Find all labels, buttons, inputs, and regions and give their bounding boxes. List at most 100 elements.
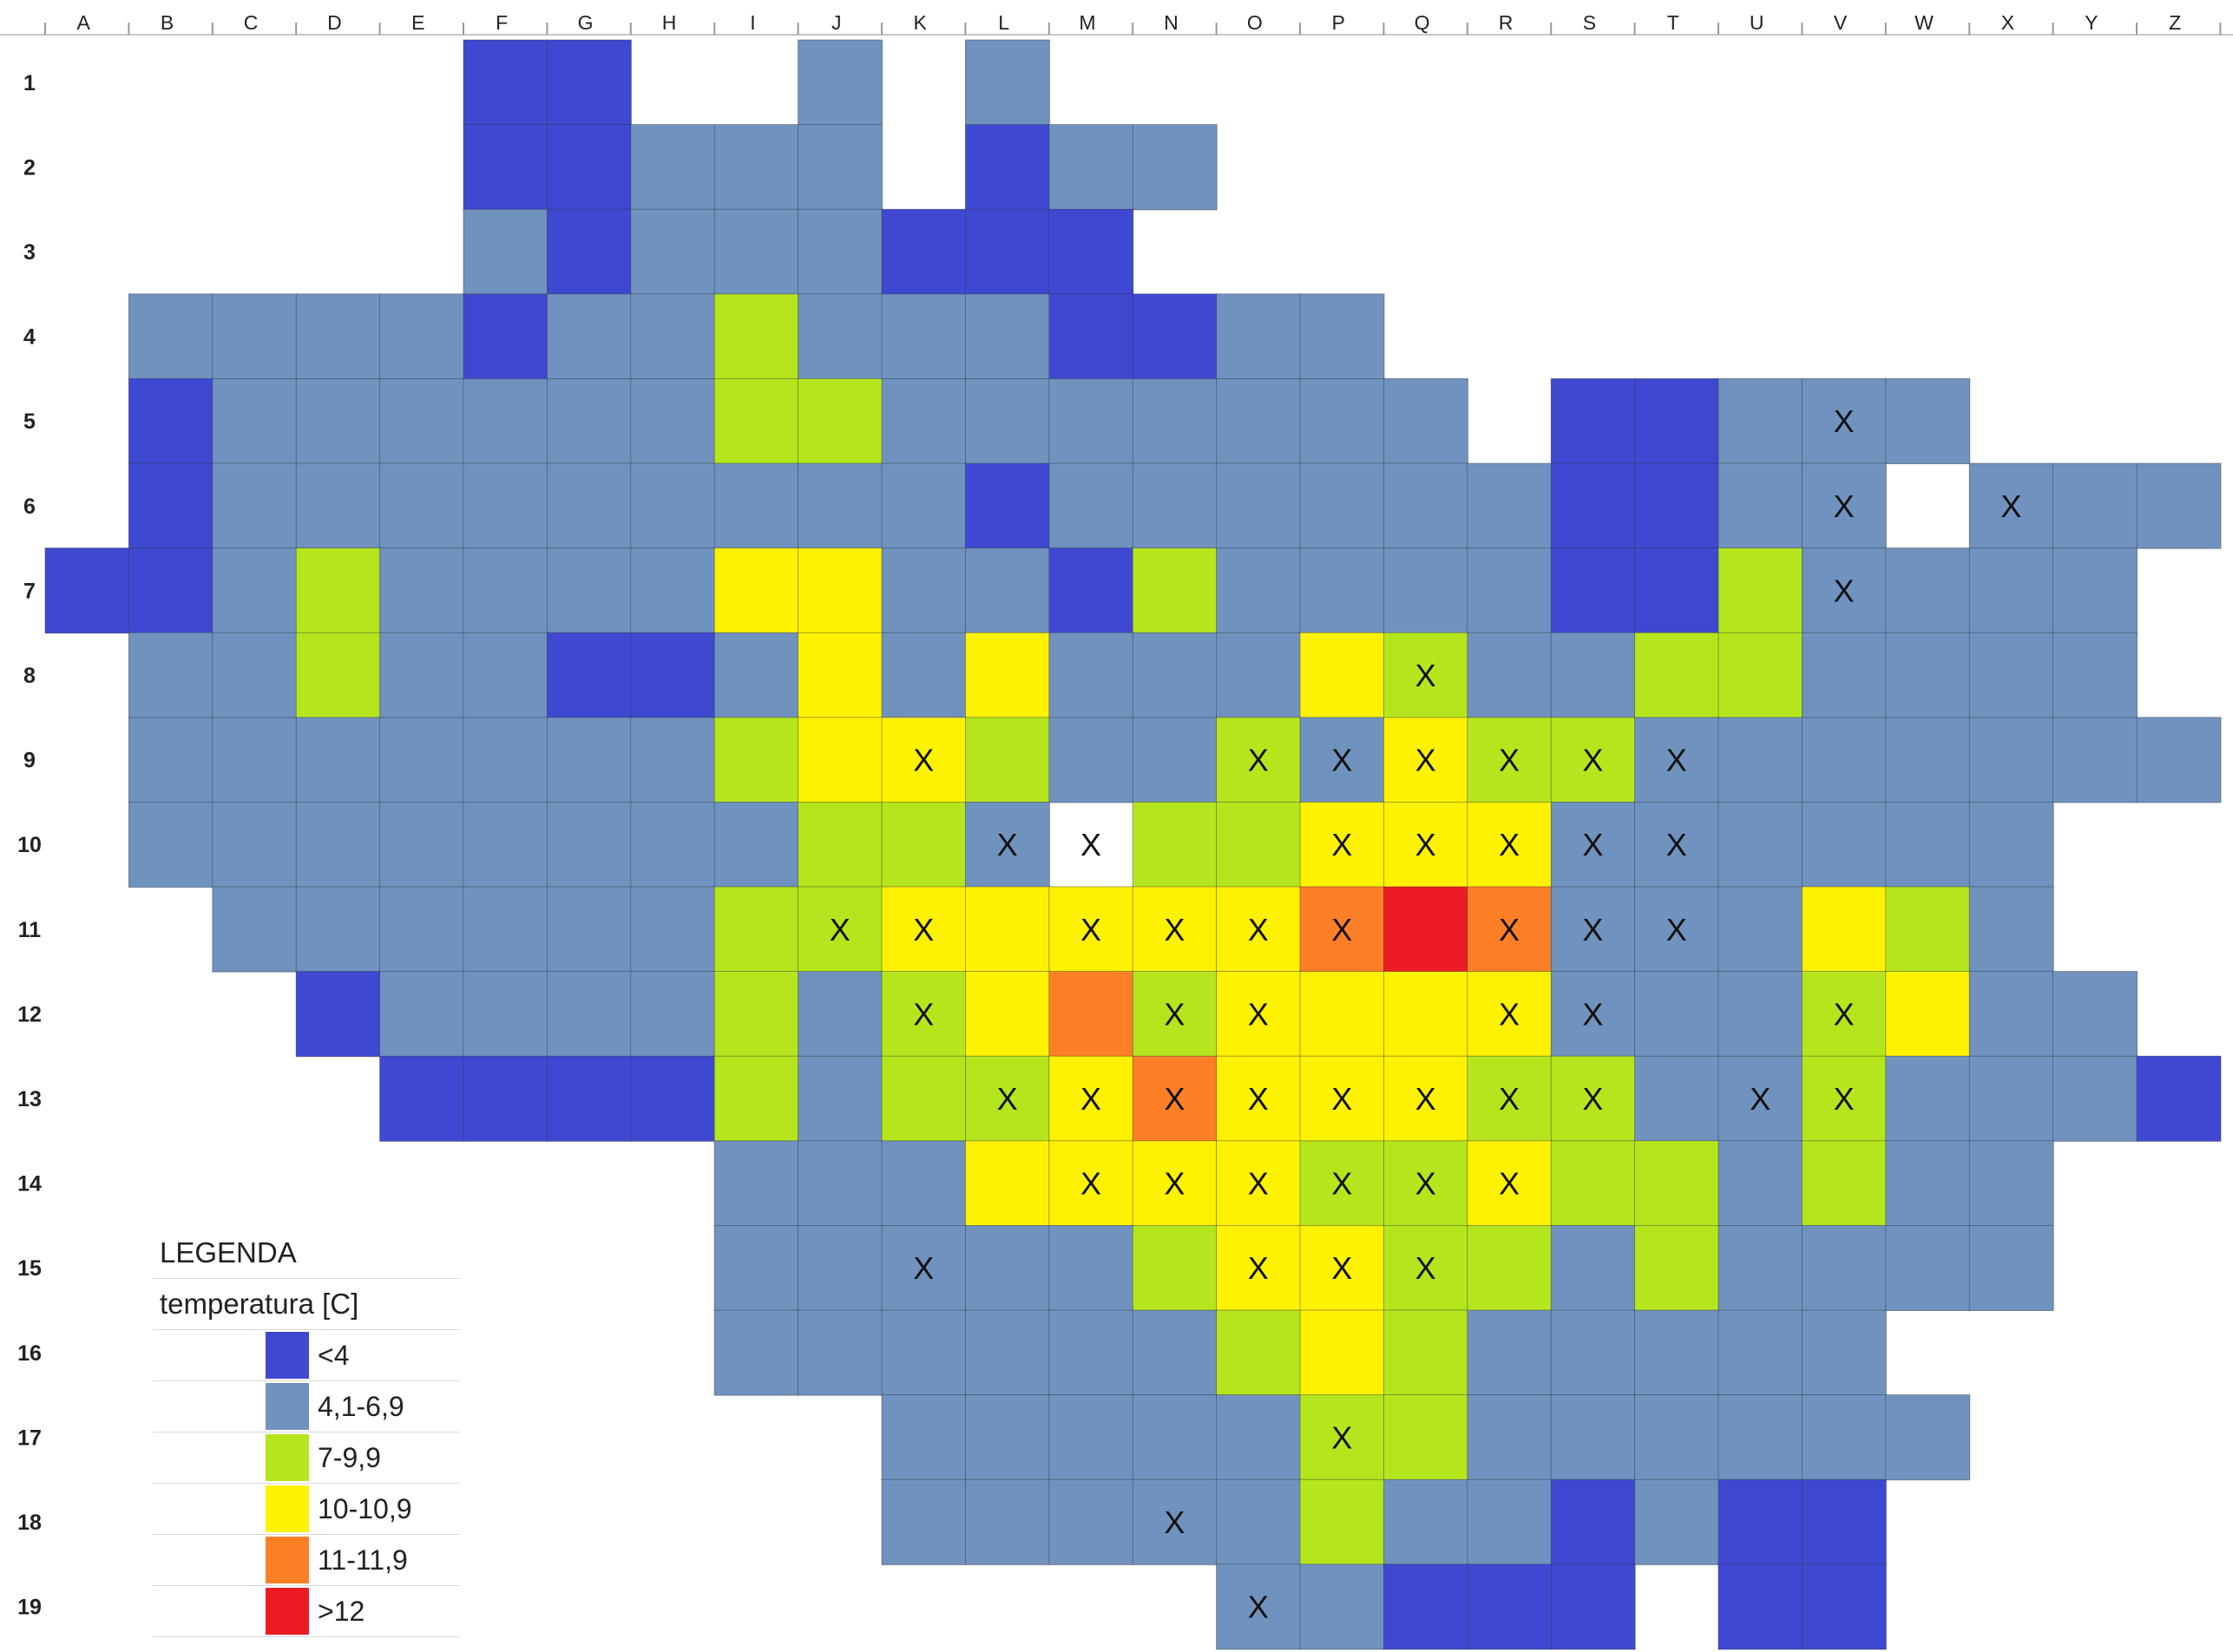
map-cell [2052, 632, 2138, 718]
map-cell [1550, 1309, 1636, 1396]
map-cells [44, 39, 2222, 1650]
map-cell [547, 802, 632, 888]
map-cell [1467, 547, 1553, 634]
map-cell [547, 124, 632, 211]
sample-marker: X [913, 1250, 934, 1286]
map-cell [1467, 802, 1553, 888]
map-cell [798, 1055, 883, 1142]
column-label: W [1914, 11, 1934, 34]
map-cell [965, 886, 1050, 973]
row-label: 5 [23, 410, 36, 434]
map-cell [1216, 802, 1301, 888]
column-header-line [0, 23, 2233, 36]
map-cell [881, 547, 967, 634]
map-cell [965, 1394, 1050, 1481]
map-cell [1299, 632, 1385, 718]
column-label: I [750, 11, 755, 34]
map-cell [1801, 1309, 1887, 1396]
sample-marker: X [1834, 1081, 1855, 1117]
column-label: L [998, 11, 1009, 34]
map-cell [1801, 717, 1887, 803]
sample-marker: X [1666, 743, 1687, 778]
map-cell [1383, 1225, 1468, 1312]
map-cell [1968, 547, 2054, 634]
map-cell [295, 293, 381, 380]
map-cell [1048, 1225, 1134, 1312]
sample-marker: X [1331, 1419, 1352, 1455]
map-cell [881, 1478, 967, 1565]
map-cell [1299, 802, 1385, 888]
map-cell [1132, 802, 1218, 888]
sample-marker: X [1499, 1081, 1520, 1117]
map-cell [798, 802, 883, 888]
map-cell [881, 1394, 967, 1481]
column-label: F [496, 11, 508, 34]
sample-marker: X [1499, 1166, 1520, 1202]
map-cell [1048, 632, 1134, 718]
sample-marker: X [1164, 1081, 1185, 1117]
legend-label: 7-9,9 [318, 1441, 381, 1473]
map-cell [1383, 462, 1468, 549]
map-cell [1717, 1055, 1803, 1142]
map-cell [463, 208, 548, 295]
map-cell [1717, 1394, 1803, 1481]
map-cell [1717, 632, 1803, 718]
map-cell [547, 886, 632, 973]
map-cell [379, 886, 465, 973]
map-cell [1634, 462, 1719, 549]
map-cell [1383, 717, 1468, 803]
map-cell [1885, 802, 1971, 888]
sample-marker: X [1582, 827, 1603, 862]
sample-marker: X [1080, 827, 1101, 862]
map-cell [630, 802, 716, 888]
map-cell [1467, 1478, 1553, 1565]
map-cell [881, 208, 967, 295]
map-cell [1550, 377, 1636, 464]
map-cell [1299, 1225, 1385, 1312]
sample-marker: X [1415, 743, 1436, 778]
map-cell [1634, 971, 1719, 1058]
map-cell [1383, 1478, 1468, 1565]
map-cell [630, 1055, 716, 1142]
map-cell [1383, 886, 1468, 973]
map-cell [1467, 886, 1553, 973]
legend-title: LEGENDA [160, 1236, 297, 1268]
legend-item: 4,1-6,9 [153, 1381, 460, 1432]
map-cell [965, 377, 1050, 464]
column-label: X [2001, 11, 2014, 34]
map-cell [1132, 717, 1218, 803]
sample-marker: X [913, 996, 934, 1032]
map-cell [212, 377, 298, 464]
map-cell [881, 1309, 967, 1396]
map-cell [1132, 293, 1218, 380]
legend-swatch [266, 1434, 309, 1481]
legend-label: 11-11,9 [318, 1544, 408, 1576]
map-cell [1634, 802, 1719, 888]
map-cell [463, 717, 548, 803]
map-cell [212, 632, 298, 718]
map-cell [295, 377, 381, 464]
map-cell [547, 632, 632, 718]
column-label: H [662, 11, 677, 34]
map-cell [1048, 971, 1134, 1058]
map-cell [630, 971, 716, 1058]
map-cell [965, 1225, 1050, 1312]
row-label: 7 [23, 579, 36, 603]
map-cell [1216, 462, 1301, 549]
map-cell [1968, 717, 2054, 803]
map-cell [1885, 377, 1971, 464]
map-cell [1299, 462, 1385, 549]
map-cell [1383, 1309, 1468, 1396]
map-cell [1801, 1225, 1887, 1312]
map-cell [1216, 293, 1301, 380]
map-cell [379, 377, 465, 464]
map-cell [1634, 377, 1719, 464]
sample-marker: X [1331, 827, 1352, 862]
row-label: 19 [17, 1596, 42, 1620]
map-cell [1383, 802, 1468, 888]
map-cell [1885, 1225, 1971, 1312]
map-cell [881, 377, 967, 464]
sample-marker: X [1164, 1166, 1185, 1202]
map-cell [965, 971, 1050, 1058]
map-cell [881, 1055, 967, 1142]
